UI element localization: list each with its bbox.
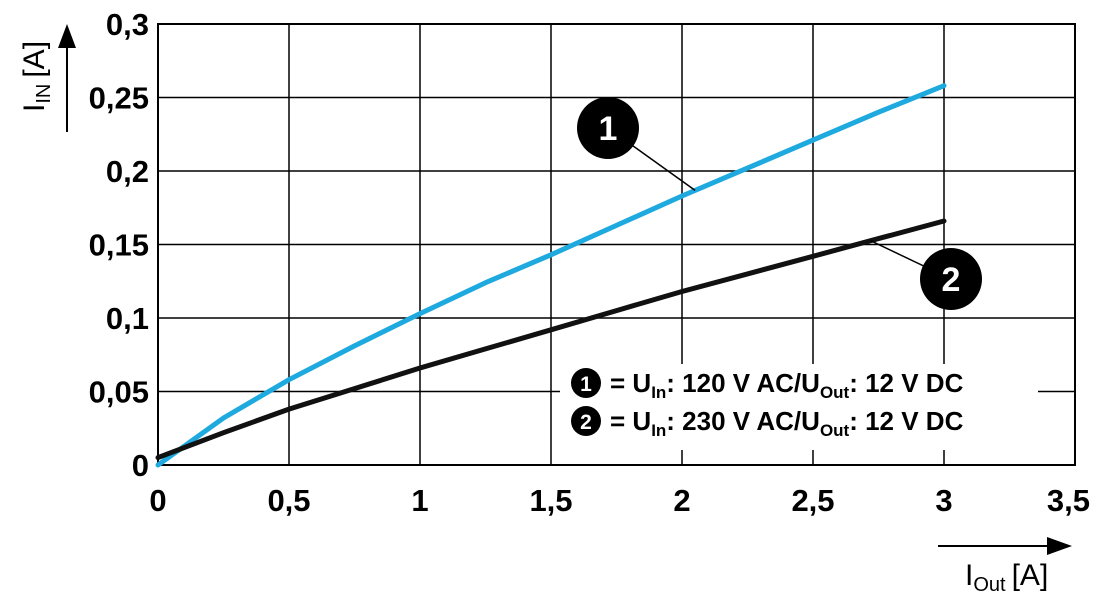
x-tick-label: 2 [673, 483, 690, 518]
chart-series [155, 83, 947, 468]
svg-text:IOut[A]: IOut [A] [965, 559, 1048, 596]
chart-legend: 1 = UIn: 120 V AC/UOut: 12 V DC 2 = UIn: 23… [560, 364, 1038, 450]
x-axis-title: IOut [A] [938, 537, 1072, 596]
x-tick-label: 0,5 [267, 483, 310, 518]
x-axis-label-sub: Out [973, 574, 1006, 596]
series-line-1 [155, 83, 947, 468]
x-tick-label: 1 [411, 483, 428, 518]
x-axis-label-main: I [965, 559, 973, 592]
x-tick-label: 3 [935, 483, 952, 518]
y-tick-label: 0,25 [89, 81, 149, 116]
legend-box [560, 364, 1038, 450]
legend-entry-2: = UIn: 230 V AC/UOut: 12 V DC [610, 406, 964, 440]
legend-badge-number: 2 [580, 411, 592, 434]
callout-number-2: 2 [942, 261, 961, 299]
callout-badge-2 [920, 248, 982, 310]
callout-badge-1 [577, 97, 639, 159]
y-tick-label: 0 [132, 448, 149, 483]
y-axis-title: IIN [A] [18, 24, 76, 132]
legend-entry-1: = UIn: 120 V AC/UOut: 12 V DC [610, 368, 964, 402]
x-axis-label-unit: [A] [1012, 559, 1049, 592]
y-tick-label: 0,1 [106, 301, 149, 336]
series-line-2 [155, 218, 947, 461]
x-tick-label: 3,5 [1047, 483, 1090, 518]
x-tick-label: 0 [149, 483, 166, 518]
y-axis-label-unit: [A] [18, 41, 51, 78]
legend-badge-1 [571, 368, 601, 398]
y-tick-label: 0,2 [106, 154, 149, 189]
x-tick-label: 2,5 [791, 483, 834, 518]
callout-number-1: 1 [599, 110, 618, 148]
y-tick-label: 0,3 [106, 7, 149, 42]
legend-badge-number: 1 [580, 373, 592, 396]
chart-tick-labels: 0 0,5 1 1,5 2 2,5 3 3,5 0 0,05 0,1 0,15 0,2 0,25 0,3 [89, 7, 1090, 518]
svg-text:IIN[A]: IIN [A] [18, 41, 55, 112]
chart-series-markers: 12 [577, 97, 982, 310]
legend-badge-2 [571, 406, 601, 436]
x-tick-label: 1,5 [529, 483, 572, 518]
y-axis-label-sub: IN [33, 84, 55, 104]
y-tick-label: 0,05 [89, 375, 149, 410]
plot-frame [157, 23, 1076, 466]
y-axis-label-main: I [18, 104, 51, 112]
y-tick-label: 0,15 [89, 228, 149, 263]
